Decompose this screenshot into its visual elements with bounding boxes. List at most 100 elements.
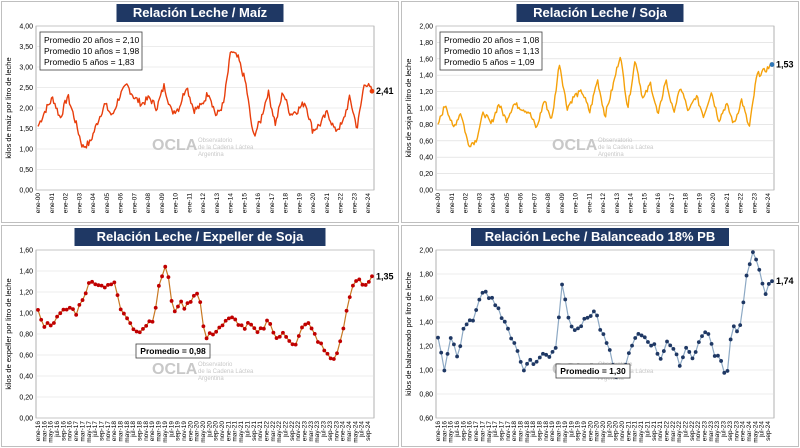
x-tick-label: ene-24 <box>365 193 372 214</box>
x-tick-label: sep-18 <box>137 421 144 441</box>
x-tick-label: ene-22 <box>663 421 670 442</box>
data-point <box>445 351 450 356</box>
data-point <box>284 335 289 339</box>
x-tick-label: ene-20 <box>587 421 594 442</box>
x-tick-label: ene-16 <box>255 193 262 214</box>
chart-title: Relación Leche / Soja <box>533 5 667 20</box>
x-tick-label: ene-16 <box>655 193 662 214</box>
x-tick-label: sep-20 <box>213 421 220 441</box>
x-tick-label: nov-18 <box>143 421 150 441</box>
x-tick-label: mar-24 <box>346 421 353 442</box>
x-tick-label: ene-09 <box>159 193 166 214</box>
data-point <box>147 319 152 324</box>
data-point <box>439 350 444 355</box>
data-point <box>690 356 695 361</box>
data-point <box>563 297 568 302</box>
watermark-brand: OCLA <box>552 137 598 154</box>
series-line <box>37 51 373 149</box>
data-point <box>90 279 94 284</box>
x-tick-label: jul-18 <box>530 421 537 438</box>
chart-title-box <box>116 4 284 22</box>
data-point <box>741 300 746 305</box>
y-tick-label: 0,80 <box>19 332 33 339</box>
x-tick-label: jul-16 <box>454 421 461 438</box>
x-tick-label: ene-23 <box>351 193 358 214</box>
x-tick-label: mar-16 <box>441 421 448 442</box>
x-tick-label: ene-04 <box>490 193 497 214</box>
y-tick-label: 0,00 <box>419 188 433 195</box>
data-point <box>328 356 333 361</box>
data-point <box>77 302 82 307</box>
stats-line: Promedio 20 años = 1,08 <box>444 35 539 45</box>
data-point <box>709 341 714 346</box>
x-tick-label: ene-23 <box>302 421 309 442</box>
x-tick-label: ene-24 <box>340 421 347 442</box>
y-tick-label: 0,40 <box>19 374 33 381</box>
data-point <box>661 349 666 353</box>
x-tick-label: ene-22 <box>738 193 745 214</box>
x-tick-label: may-24 <box>752 421 759 443</box>
data-point <box>121 311 126 316</box>
x-tick-label: ene-19 <box>296 193 303 214</box>
chart-title: Relación Leche / Balanceado 18% PB <box>485 229 715 244</box>
data-point <box>271 330 276 335</box>
chart-title-box <box>516 4 684 22</box>
x-tick-label: ene-23 <box>751 193 758 214</box>
data-point <box>258 326 263 331</box>
data-point <box>687 350 692 354</box>
stats-box <box>439 31 543 71</box>
y-tick-label: 1,00 <box>419 368 433 375</box>
data-point <box>480 290 485 295</box>
data-point <box>633 336 638 340</box>
data-point <box>509 336 514 341</box>
x-tick-label: ene-13 <box>214 193 221 214</box>
y-tick-label: 1,00 <box>419 106 433 113</box>
y-tick-label: 2,00 <box>419 248 433 255</box>
x-tick-label: nov-17 <box>105 421 112 441</box>
data-point <box>696 340 701 345</box>
x-tick-label: jul-17 <box>92 421 99 438</box>
data-point <box>255 330 260 335</box>
data-point <box>99 283 104 288</box>
data-point <box>515 349 520 353</box>
data-point <box>163 264 168 269</box>
data-point <box>360 282 365 287</box>
x-tick-label: ene-17 <box>269 193 276 214</box>
x-tick-label: may-17 <box>86 421 93 443</box>
x-tick-label: may-20 <box>200 421 207 443</box>
data-point <box>217 325 222 330</box>
data-point <box>471 318 475 323</box>
data-point <box>525 361 529 366</box>
data-point <box>316 340 320 344</box>
x-tick-label: mar-16 <box>41 421 48 442</box>
data-point <box>223 318 228 323</box>
y-tick-label: 3,50 <box>19 44 33 51</box>
watermark-line: Observatorio <box>598 138 633 144</box>
last-point-marker <box>769 62 775 67</box>
data-point <box>268 322 273 326</box>
data-point <box>176 304 180 309</box>
data-point <box>277 334 282 339</box>
data-point <box>55 314 59 319</box>
x-tick-label: jul-19 <box>168 421 175 438</box>
data-point <box>738 323 743 328</box>
data-point <box>541 351 545 356</box>
data-point <box>115 293 120 298</box>
x-tick-label: mar-18 <box>518 421 525 442</box>
x-tick-label: ene-11 <box>186 193 193 213</box>
data-point <box>464 322 469 327</box>
watermark-line: Observatorio <box>198 138 233 144</box>
x-tick-label: nov-16 <box>67 421 74 441</box>
x-tick-label: may-23 <box>314 421 321 443</box>
data-point <box>169 299 174 303</box>
x-tick-label: ene-07 <box>531 193 538 214</box>
x-tick-label: nov-21 <box>257 421 264 441</box>
data-point <box>521 368 526 373</box>
data-point <box>150 319 155 324</box>
stats-line: Promedio 5 años = 1,83 <box>44 57 135 67</box>
watermark-line: Argentina <box>598 376 624 382</box>
x-tick-label: jul-24 <box>359 421 366 438</box>
data-point <box>636 332 641 336</box>
data-point <box>461 326 466 331</box>
data-point <box>236 323 241 327</box>
